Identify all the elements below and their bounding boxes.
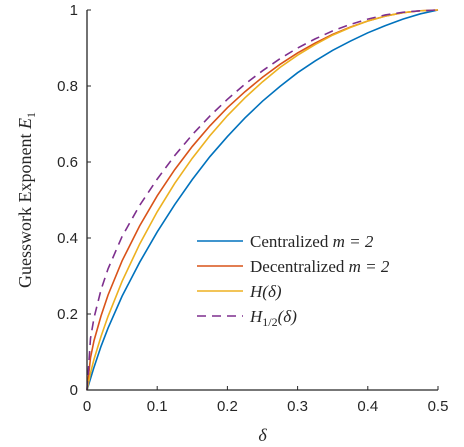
legend-label-3: H(δ) [249, 282, 282, 301]
x-tick-label: 0.4 [357, 398, 378, 415]
x-tick-label: 0.1 [147, 398, 168, 415]
legend: Centralized m = 2 Decentralized m = 2 H(δ)… [197, 232, 390, 329]
legend-label-1: Centralized m = 2 [250, 232, 374, 251]
y-axis-label-text: Guesswork Exponent [15, 129, 35, 288]
y-axis-label: Guesswork Exponent E1 [15, 112, 38, 288]
legend-label-2: Decentralized m = 2 [250, 257, 390, 276]
y-tick-label: 0 [70, 382, 78, 399]
y-tick-label: 0.6 [57, 154, 78, 171]
y-tick-label: 0.8 [57, 78, 78, 95]
plot-area [86, 9, 439, 391]
legend-label-4: H1/2(δ) [249, 307, 297, 329]
x-axis-label: δ [258, 425, 267, 445]
series-line-1 [86, 9, 439, 391]
series-line-2 [86, 9, 439, 391]
y-tick-label: 1 [70, 2, 78, 19]
x-tick-label: 0.2 [217, 398, 238, 415]
series-line-4 [86, 9, 439, 391]
y-tick-label: 0.4 [57, 230, 78, 247]
y-axis-label-subscript: 1 [24, 112, 38, 118]
axis-lines [86, 10, 438, 391]
x-tick-label: 0 [83, 398, 91, 415]
axes: 0 0.1 0.2 0.3 0.4 0.5 0 0.2 0.4 0.6 0.8 1 [57, 2, 448, 415]
x-tick-label: 0.5 [428, 398, 449, 415]
x-tick-label: 0.3 [287, 398, 308, 415]
y-tick-label: 0.2 [57, 306, 78, 323]
y-axis-label-symbol: E [15, 118, 35, 130]
series-line-3 [86, 9, 439, 391]
